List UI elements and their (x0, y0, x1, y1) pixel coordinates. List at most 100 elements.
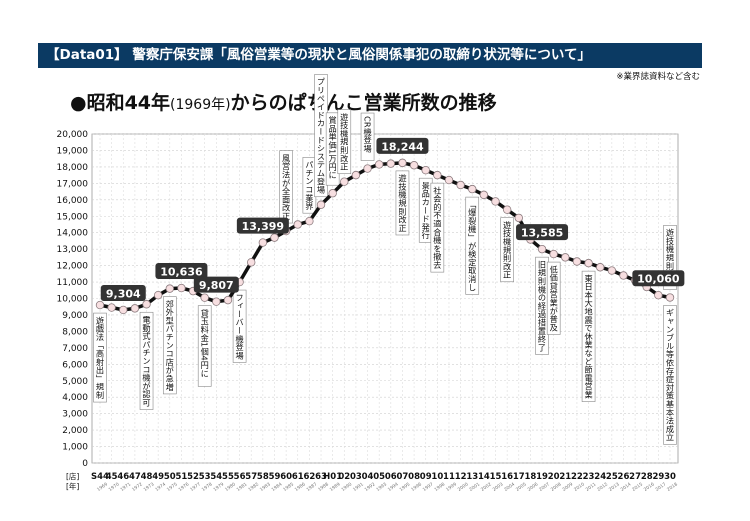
value-label-bg (236, 217, 289, 234)
data-point (409, 161, 419, 170)
chart-title-tail: からのぱちんこ営業所数の推移 (230, 92, 497, 114)
data-point (153, 291, 163, 300)
y-tick-label: 1,000 (62, 443, 88, 453)
x-tick-label: 63 (315, 472, 327, 482)
chart-title-paren: (1969年) (170, 97, 231, 113)
x-year-label: 1980 (224, 481, 237, 493)
annotation-tag: 賞品単価1万円に (325, 112, 340, 186)
annotation-text: 社会的不適合機を撤去 (432, 185, 442, 270)
x-tick-label: 58 (257, 472, 269, 482)
x-unit-label: [年] (66, 481, 79, 491)
chart-title: ●昭和44年(1969年)からのぱちんこ営業所数の推移 (70, 88, 497, 115)
annotation-box (232, 289, 247, 363)
data-point (270, 233, 279, 242)
x-tick-label: 30 (664, 472, 676, 482)
data-point (561, 253, 570, 262)
data-point (95, 300, 105, 310)
x-tick-label: 62 (303, 472, 315, 482)
annotation-box (360, 112, 375, 161)
x-year-label: 2012 (596, 481, 609, 493)
annotation-box (663, 305, 677, 445)
annotation-tag: パチンコ業界 (302, 157, 317, 214)
data-point (340, 177, 349, 186)
data-point (502, 205, 512, 214)
x-tick-label: 23 (583, 472, 595, 482)
x-year-label: 1986 (294, 481, 307, 493)
data-point (247, 258, 256, 267)
data-point (433, 170, 442, 180)
y-tick-label: 12,000 (57, 262, 89, 272)
annotation-text: プリペイドカードシステム登場 (316, 78, 326, 195)
x-tick-label: 28 (641, 472, 653, 482)
x-tick-label: 29 (652, 472, 664, 482)
y-tick-label: 6,000 (62, 360, 88, 370)
value-label-text: 10,636 (160, 266, 203, 279)
annotation-tag: 郊外型パチンコ店が急増 (162, 296, 177, 395)
x-tick-label: 45 (106, 472, 118, 482)
data-point (305, 216, 314, 226)
data-point (363, 164, 372, 173)
data-point (212, 297, 221, 306)
x-tick-label: 07 (397, 472, 409, 482)
annotation-text: 郊外型パチンコ店が急増 (165, 299, 175, 392)
value-label-bg (193, 276, 239, 293)
annotation-tag: 遊技機規則改正 (500, 217, 514, 283)
value-label: 13,585 (516, 224, 569, 241)
y-tick-label: 5,000 (62, 377, 88, 387)
annotation-text: 東日本大地震で休業など節電営業 (584, 273, 594, 399)
data-point (107, 303, 116, 312)
x-tick-label: 18 (524, 472, 536, 482)
x-tick-label: 50 (164, 472, 176, 482)
x-year-label: 1984 (271, 481, 284, 493)
y-tick-label: 16,000 (57, 196, 89, 206)
annotation-box (465, 196, 480, 295)
value-label: 9,807 (193, 276, 239, 293)
x-tick-label: 22 (571, 472, 583, 482)
x-tick-label: 12 (455, 472, 467, 482)
data-point (572, 257, 582, 266)
x-tick-label: 20 (548, 472, 560, 482)
x-tick-label: 13 (466, 472, 478, 482)
x-year-label: 2014 (619, 481, 632, 493)
x-year-label: 2015 (631, 481, 644, 493)
data-point (119, 305, 128, 315)
data-point (165, 284, 174, 293)
x-tick-label: 56 (234, 472, 246, 482)
y-tick-label: 4,000 (62, 393, 88, 403)
x-year-label: 2003 (492, 481, 505, 493)
value-label-bg (516, 224, 569, 241)
x-year-label: 2011 (585, 481, 598, 493)
y-tick-label: 17,000 (57, 179, 89, 189)
data-point (398, 158, 407, 168)
y-tick-label: 14,000 (57, 229, 89, 239)
x-year-label: 2016 (643, 481, 656, 493)
data-point (607, 266, 617, 275)
y-tick-label: 0 (82, 459, 88, 469)
x-tick-label: 09 (420, 472, 432, 482)
annotation-tag: 遊技機規則改正 (395, 170, 410, 236)
annotation-text: 遊技機規則改正 (397, 173, 407, 232)
x-year-label: 2018 (666, 481, 679, 493)
data-point (665, 293, 675, 302)
x-tick-label: 55 (222, 472, 234, 482)
y-tick-label: 8,000 (62, 327, 88, 337)
annotation-text: 貸玉料金1個4円に (200, 308, 210, 378)
x-tick-label: 04 (362, 472, 374, 482)
data-point (130, 304, 140, 313)
data-point (386, 159, 396, 168)
x-tick-label: 14 (478, 472, 490, 482)
x-year-label: 2001 (468, 481, 481, 493)
x-tick-label: 54 (210, 472, 222, 482)
source-note: ※業界誌資料など含む (616, 72, 700, 82)
x-year-label: 2005 (515, 481, 528, 493)
x-year-label: 1978 (201, 481, 214, 493)
data-point (328, 189, 337, 198)
annotation-tag: 東日本大地震で休業など節電営業 (581, 270, 596, 402)
data-point (619, 271, 628, 280)
data-point (293, 220, 302, 229)
y-tick-label: 11,000 (57, 278, 89, 288)
data-point (258, 238, 268, 247)
header-bar: 【Data01】 警察庁保安課「風俗営業等の現状と風俗関係事犯の取締り状況等につ… (38, 43, 702, 68)
x-year-label: 1972 (131, 481, 144, 493)
value-label: 13,399 (236, 217, 289, 234)
